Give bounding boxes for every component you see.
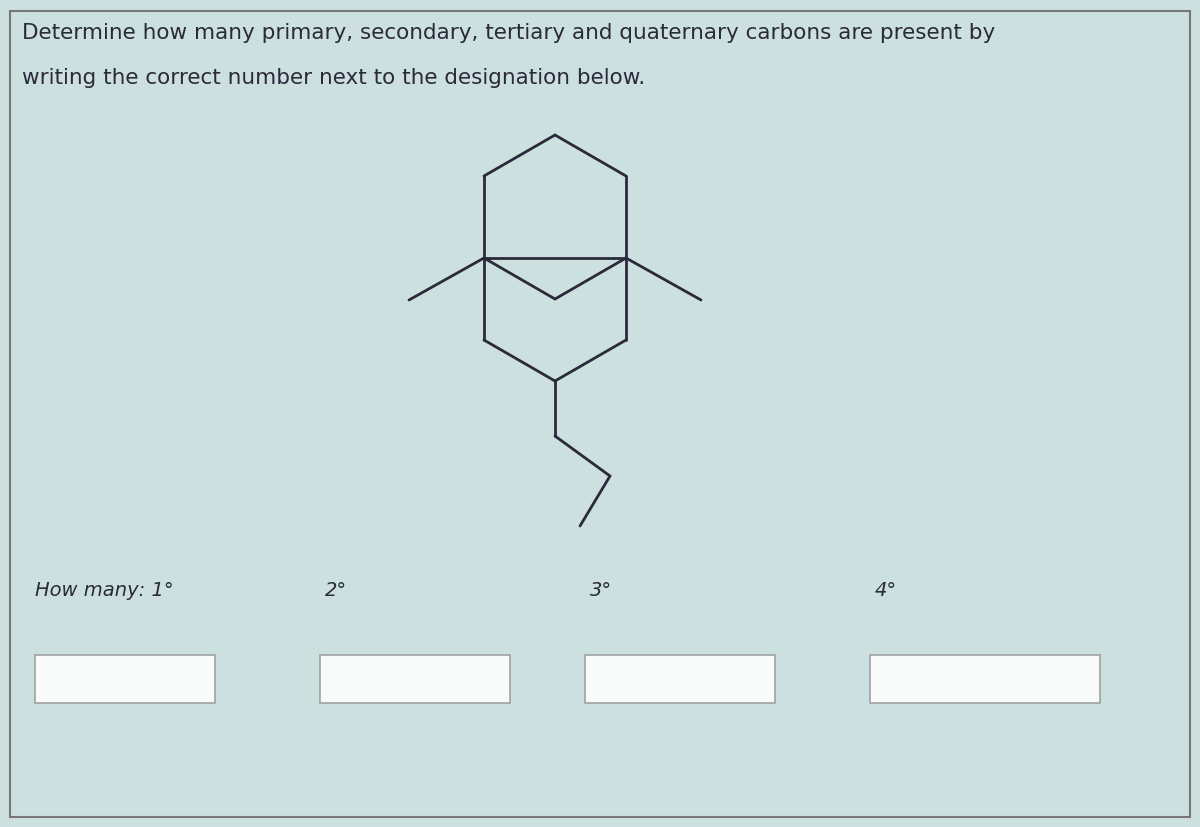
- Text: 3°: 3°: [590, 581, 612, 600]
- Text: 4°: 4°: [875, 581, 898, 600]
- FancyBboxPatch shape: [35, 655, 215, 703]
- Text: How many: 1°: How many: 1°: [35, 581, 174, 600]
- FancyBboxPatch shape: [870, 655, 1100, 703]
- Text: 2°: 2°: [325, 581, 347, 600]
- FancyBboxPatch shape: [586, 655, 775, 703]
- Text: writing the correct number next to the designation below.: writing the correct number next to the d…: [22, 68, 646, 88]
- Text: Determine how many primary, secondary, tertiary and quaternary carbons are prese: Determine how many primary, secondary, t…: [22, 23, 995, 43]
- FancyBboxPatch shape: [320, 655, 510, 703]
